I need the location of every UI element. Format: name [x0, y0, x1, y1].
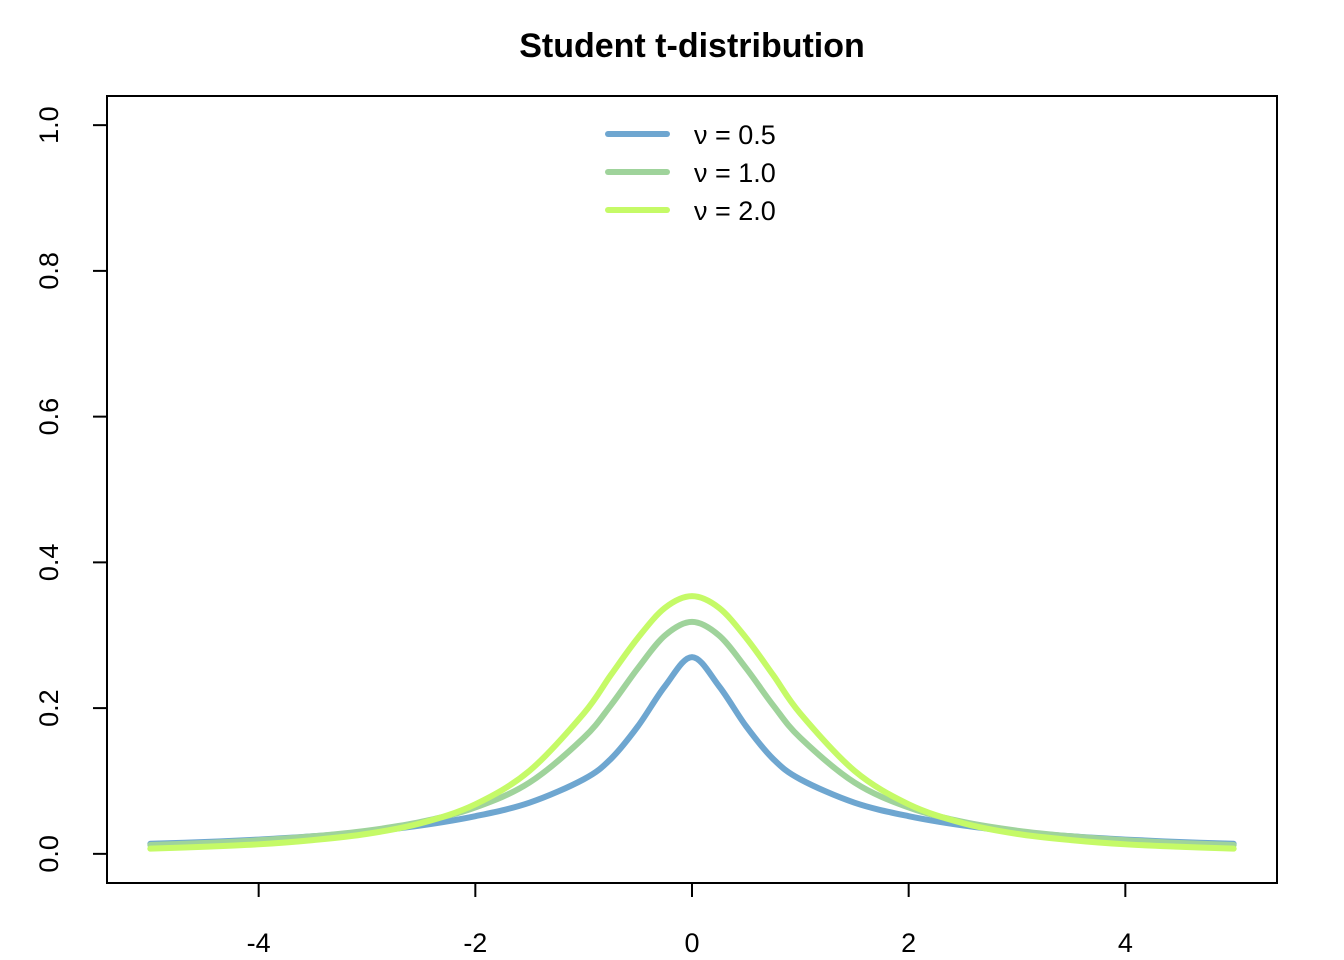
y-tick-label: 0.2	[34, 689, 64, 727]
y-tick-label: 1.0	[34, 106, 64, 144]
x-tick-label: 4	[1118, 928, 1133, 958]
legend-label-1: ν = 0.5	[694, 120, 776, 150]
y-tick-label: 0.8	[34, 252, 64, 290]
legend: ν = 0.5 ν = 1.0 ν = 2.0	[605, 120, 776, 226]
x-tick-label: 0	[684, 928, 699, 958]
y-tick-label: 0.6	[34, 398, 64, 436]
y-tick-label: 0.0	[34, 835, 64, 873]
x-tick-label: 2	[901, 928, 916, 958]
x-tick-label: -2	[463, 928, 487, 958]
legend-label-2: ν = 1.0	[694, 158, 776, 188]
series-line-2	[147, 618, 1237, 848]
series-line-3	[147, 593, 1237, 852]
y-axis: 0.0 0.2 0.4 0.6 0.8 1.0	[34, 106, 108, 873]
x-axis: -4 -2 0 2 4	[247, 882, 1133, 958]
y-tick-label: 0.4	[34, 544, 64, 582]
x-tick-label: -4	[247, 928, 271, 958]
series-layer	[147, 593, 1237, 852]
plot-area-frame	[106, 95, 1278, 884]
legend-label-3: ν = 2.0	[694, 196, 776, 226]
series-line-1	[147, 654, 1237, 847]
chart-title: Student t-distribution	[519, 27, 865, 65]
